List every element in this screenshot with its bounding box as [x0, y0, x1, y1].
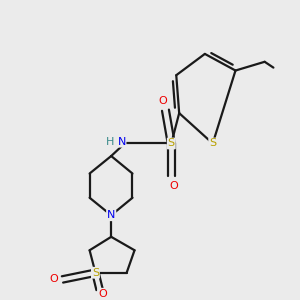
Text: N: N: [107, 210, 116, 220]
Text: N: N: [118, 137, 126, 147]
Text: O: O: [158, 97, 167, 106]
Text: S: S: [168, 139, 175, 148]
Text: S: S: [92, 268, 99, 278]
Text: O: O: [49, 274, 58, 284]
Text: H: H: [106, 137, 114, 147]
Text: O: O: [170, 181, 178, 191]
Text: O: O: [98, 289, 107, 299]
Text: S: S: [209, 139, 216, 148]
